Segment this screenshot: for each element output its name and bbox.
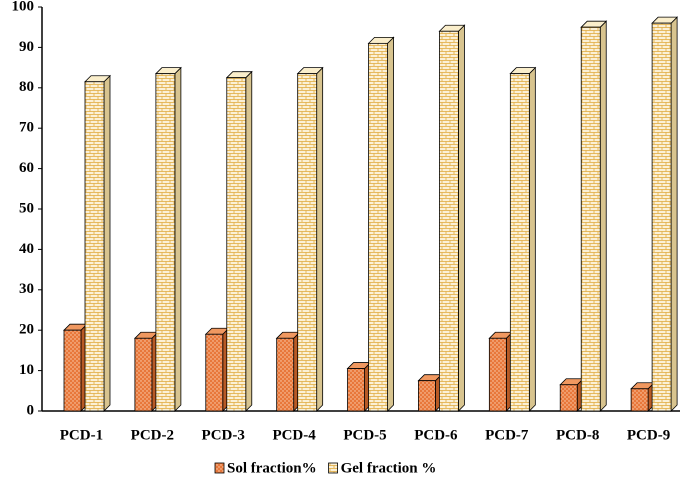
bar-side	[245, 70, 253, 412]
bar	[367, 36, 395, 412]
bar-side	[528, 66, 536, 412]
bar	[580, 20, 608, 412]
bar-front	[347, 368, 365, 412]
bar	[651, 16, 679, 412]
legend-label: Sol fraction%	[227, 460, 317, 476]
bar-front	[226, 77, 247, 412]
bar	[225, 70, 253, 412]
y-tick-label: 50	[19, 200, 34, 216]
bar-front	[155, 73, 176, 412]
x-tick-label: PCD-7	[485, 427, 529, 443]
bar	[630, 381, 656, 412]
y-tick-label: 10	[19, 362, 34, 378]
y-tick-label: 80	[19, 79, 34, 95]
bar-front	[580, 26, 601, 412]
bar	[133, 331, 159, 412]
legend-swatch	[328, 462, 338, 474]
bar	[63, 323, 88, 412]
bar	[559, 377, 585, 412]
bar-front	[84, 81, 105, 412]
x-tick-label: PCD-9	[627, 427, 670, 443]
bar	[488, 331, 514, 412]
bar-front	[205, 333, 224, 412]
bar-front	[559, 384, 578, 412]
bar-side	[316, 66, 324, 412]
bar-side	[103, 74, 111, 412]
bar-front	[368, 42, 388, 412]
bar-side	[458, 24, 465, 412]
bar-side	[670, 16, 678, 412]
x-tick-label: PCD-8	[556, 427, 599, 443]
x-tick-label: PCD-4	[272, 427, 316, 443]
y-tick-label: 100	[12, 0, 35, 14]
x-tick-label: PCD-1	[60, 427, 103, 443]
bar	[509, 66, 537, 412]
x-tick-label: PCD-3	[202, 427, 245, 443]
x-tick-label: PCD-6	[414, 427, 458, 443]
bar-side	[387, 36, 394, 412]
bar-front	[276, 337, 295, 412]
y-tick-label: 40	[19, 241, 34, 257]
y-tick-label: 70	[19, 120, 34, 136]
bar-side	[599, 20, 607, 412]
bar-front	[134, 337, 153, 412]
bar-side	[174, 66, 182, 412]
bar-front	[651, 22, 672, 412]
bar	[346, 361, 372, 412]
bar	[438, 24, 466, 412]
bar-front	[297, 73, 318, 412]
bar-front	[439, 30, 459, 412]
bar-front	[63, 329, 82, 412]
bar	[275, 331, 301, 412]
x-tick-label: PCD-2	[131, 427, 174, 443]
bar	[84, 74, 111, 412]
legend-label: Gel fraction %	[341, 460, 437, 476]
y-tick-label: 30	[19, 281, 34, 297]
bar-front	[488, 337, 507, 412]
bar-front	[418, 380, 436, 412]
bar-front	[509, 73, 530, 412]
bar	[296, 66, 324, 412]
y-tick-label: 90	[19, 39, 34, 55]
bar	[417, 373, 443, 412]
legend: Sol fraction% Gel fraction %	[214, 460, 437, 476]
bar-front	[630, 388, 649, 412]
x-tick-label: PCD-5	[343, 427, 386, 443]
y-tick-label: 0	[27, 402, 35, 418]
legend-swatch	[214, 462, 225, 474]
y-tick-label: 20	[19, 322, 34, 338]
y-tick-label: 60	[19, 160, 34, 176]
bar	[154, 66, 182, 412]
bar	[204, 327, 230, 412]
